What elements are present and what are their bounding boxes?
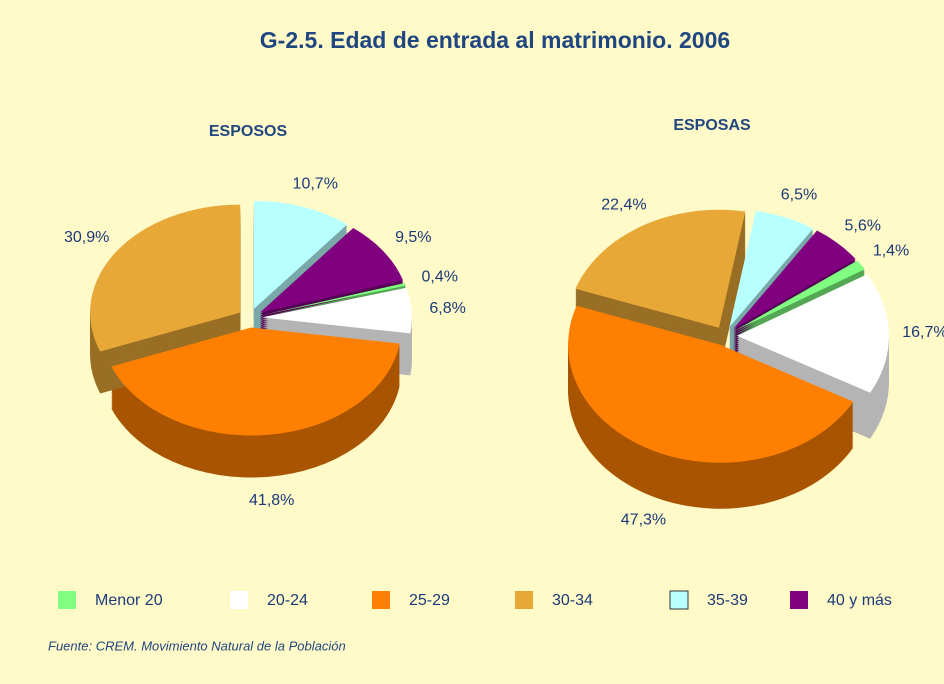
data-label: 47,3%	[621, 512, 666, 529]
slice	[259, 228, 404, 313]
data-label: 22,4%	[601, 196, 646, 213]
data-label: 41,8%	[249, 492, 294, 509]
pie-title: ESPOSAS	[673, 117, 751, 134]
slice	[729, 210, 814, 328]
slice	[261, 287, 412, 334]
slice	[111, 327, 400, 436]
slice-side	[261, 285, 406, 318]
data-label: 16,7%	[902, 324, 944, 341]
slice	[733, 230, 856, 330]
slice	[261, 283, 406, 316]
slice	[568, 305, 854, 463]
pie-tops	[90, 200, 412, 436]
legend-swatch	[58, 591, 76, 609]
data-label: 6,8%	[429, 300, 465, 317]
data-label: 9,5%	[395, 229, 431, 246]
legend-swatch	[515, 591, 533, 609]
data-label: 10,7%	[293, 176, 338, 193]
legend-label: Menor 20	[95, 592, 163, 609]
data-label: 30,9%	[64, 229, 109, 246]
chart-title: G-2.5. Edad de entrada al matrimonio. 20…	[260, 27, 730, 53]
legend-swatch	[230, 591, 248, 609]
legend-swatch	[669, 590, 689, 610]
data-label: 5,6%	[844, 217, 880, 234]
legend-label: 20-24	[267, 592, 308, 609]
legend-label: 35-39	[707, 592, 748, 609]
slice	[734, 260, 865, 331]
pie-title: ESPOSOS	[209, 123, 288, 140]
source: Fuente: CREM. Movimiento Natural de la P…	[48, 638, 346, 653]
pie-tops	[568, 209, 889, 463]
legend-label: 40 y más	[827, 592, 892, 609]
slice	[90, 204, 241, 352]
slice	[736, 274, 889, 393]
legend-label: 30-34	[552, 592, 593, 609]
slice	[253, 200, 348, 309]
legend-swatch	[790, 591, 808, 609]
legend-swatch	[372, 591, 390, 609]
data-label: 0,4%	[421, 269, 457, 286]
data-label: 6,5%	[781, 186, 817, 203]
legend-label: 25-29	[409, 592, 450, 609]
slice	[575, 209, 746, 328]
data-label: 1,4%	[873, 243, 909, 260]
